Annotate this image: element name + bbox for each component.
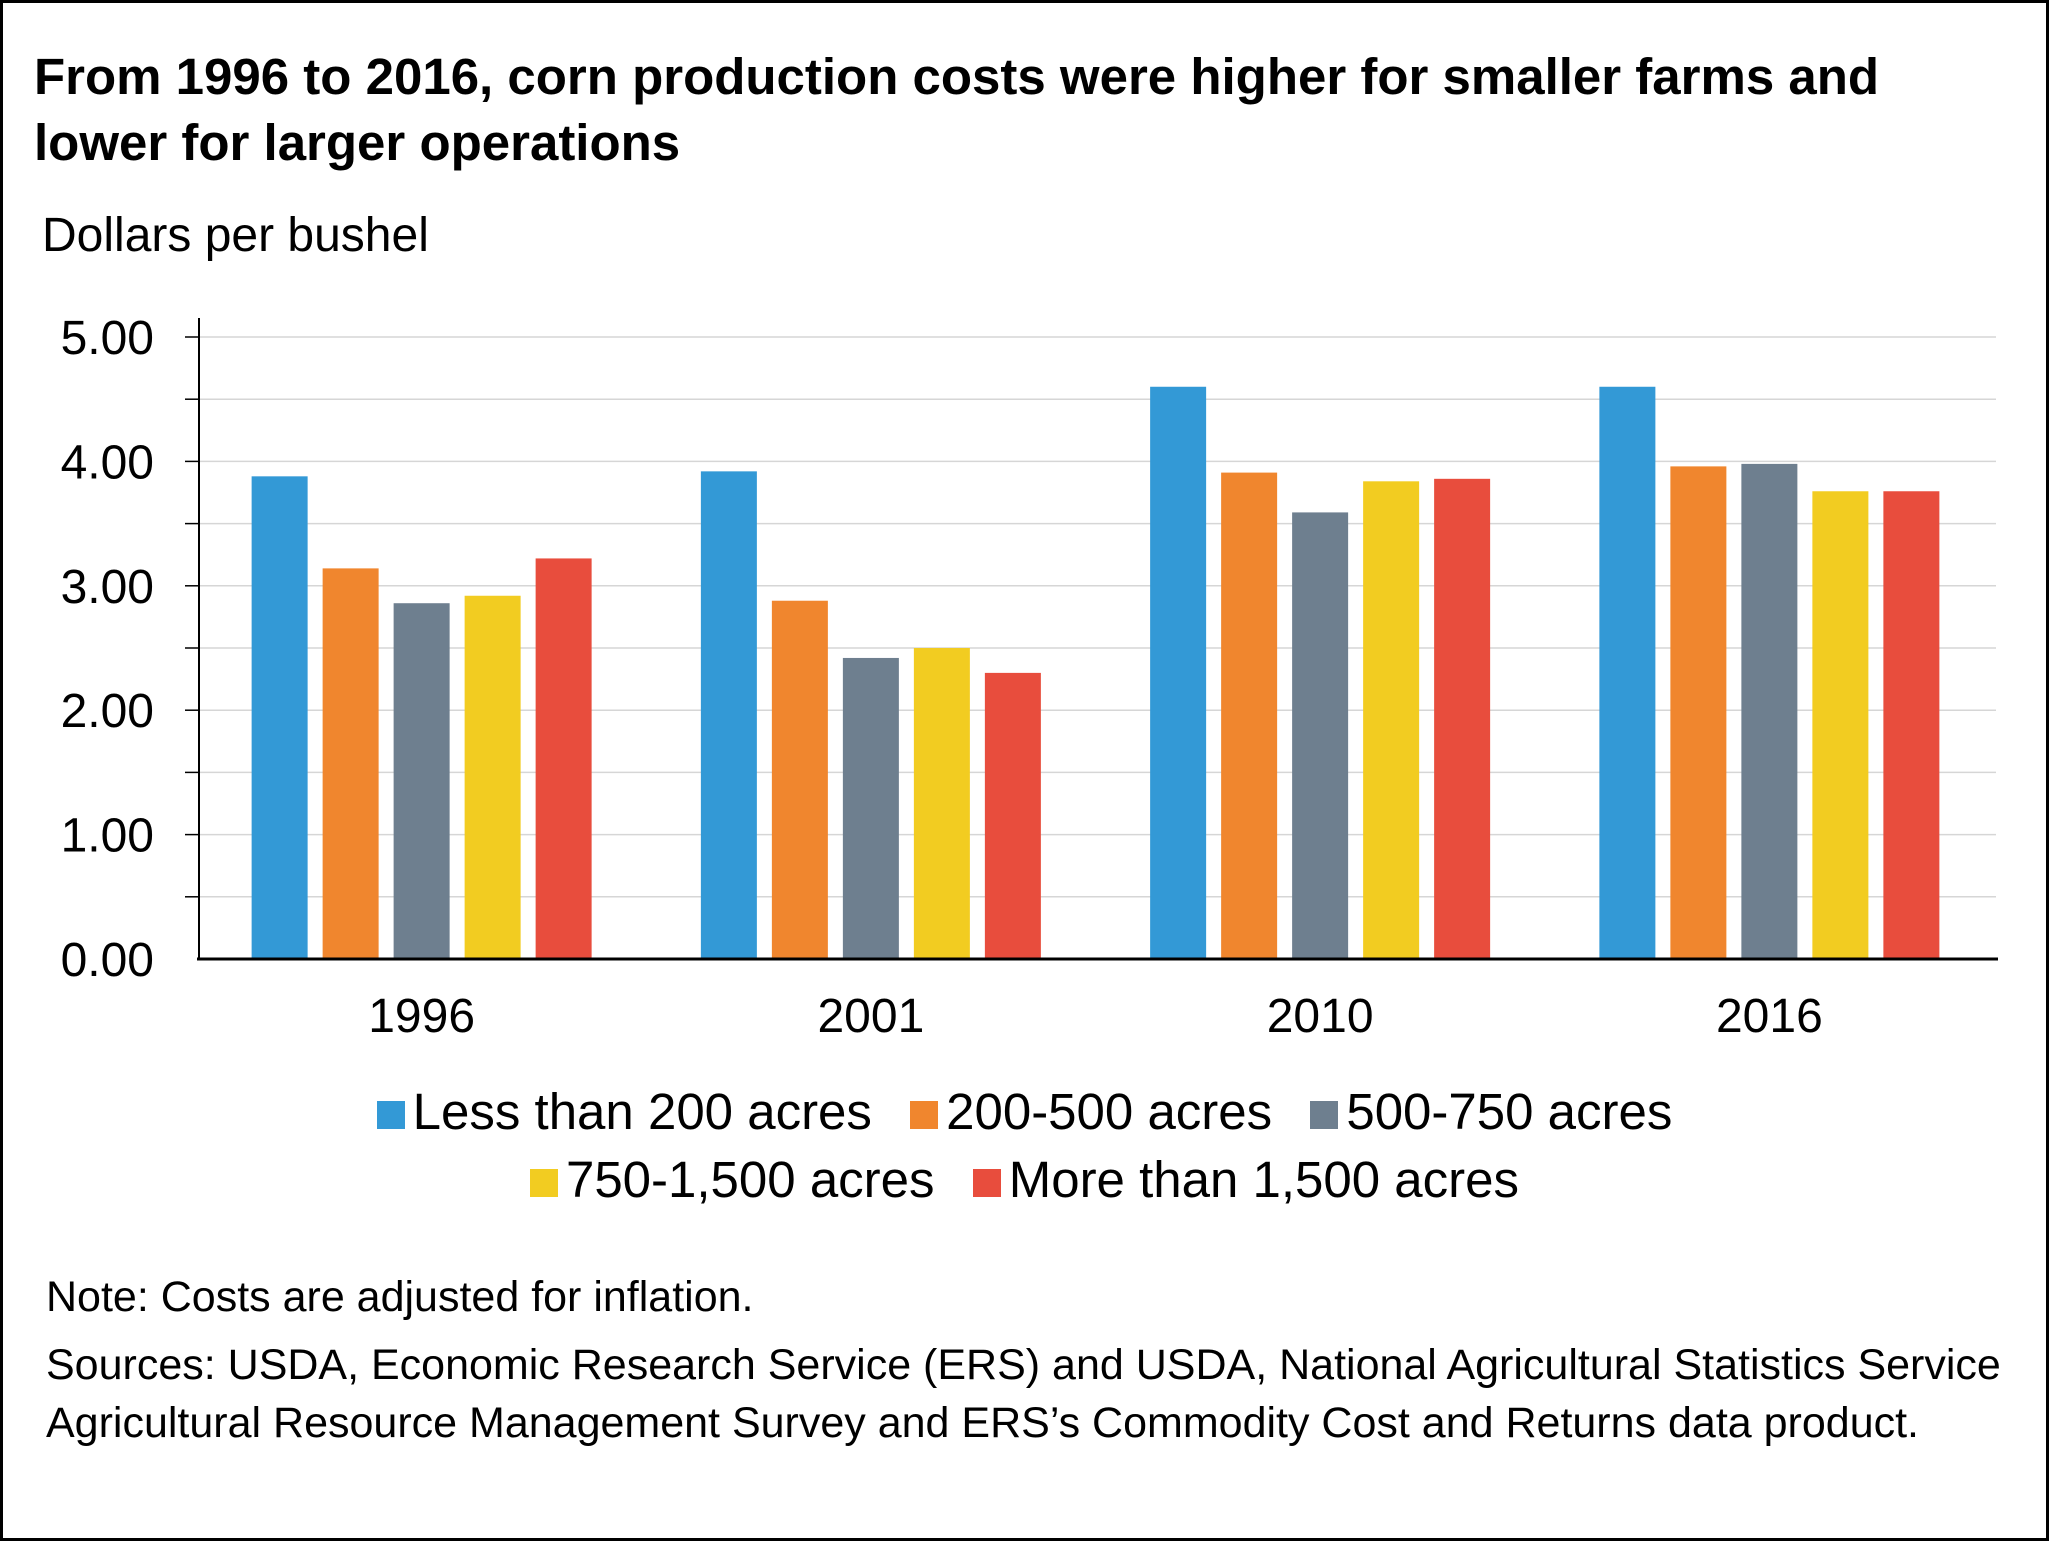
bar: [842, 657, 899, 959]
legend-swatch: [910, 1101, 939, 1129]
legend-label: 500-750 acres: [1346, 1083, 1673, 1140]
bar: [251, 476, 308, 959]
bar: [1599, 386, 1656, 959]
legend-swatch: [529, 1169, 558, 1197]
bar: [322, 568, 379, 959]
bar: [1812, 491, 1869, 959]
legend-row-1: Less than 200 acres 200-500 acres 500-75…: [0, 1078, 2049, 1146]
y-tick-label: 2.00: [61, 685, 154, 738]
y-tick-label: 3.00: [61, 561, 154, 614]
legend-swatch: [376, 1101, 405, 1129]
legend-item-more-than-1500: More than 1,500 acres: [972, 1146, 1520, 1214]
bar: [1292, 512, 1349, 959]
bar-chart: 0.00 1.00 2.00 3.00 4.00 5.00 1996 2001 2010 201…: [61, 312, 1998, 1043]
bars: [251, 386, 1940, 959]
bar: [984, 672, 1041, 959]
legend-label: Less than 200 acres: [412, 1083, 872, 1140]
legend-item-500-750: 500-750 acres: [1310, 1078, 1672, 1146]
x-tick-label: 2016: [1716, 990, 1823, 1043]
legend-label: 750-1,500 acres: [565, 1151, 935, 1208]
y-axis-ticks: 0.00 1.00 2.00 3.00 4.00 5.00: [61, 312, 154, 987]
bar: [1670, 466, 1727, 959]
bar: [1434, 478, 1491, 959]
legend-item-less-than-200: Less than 200 acres: [376, 1078, 872, 1146]
x-tick-label: 2001: [817, 990, 924, 1043]
chart-title: From 1996 to 2016, corn production costs…: [34, 48, 1880, 171]
legend-label: 200-500 acres: [946, 1083, 1273, 1140]
y-tick-label: 0.00: [61, 934, 154, 987]
y-tick-label: 5.00: [61, 312, 154, 365]
bar: [771, 600, 828, 959]
axes: [197, 318, 1998, 961]
x-tick-label: 1996: [368, 990, 475, 1043]
legend-item-200-500: 200-500 acres: [910, 1078, 1272, 1146]
bar: [1363, 481, 1420, 959]
y-tick-label: 1.00: [61, 810, 154, 863]
bar: [1883, 491, 1940, 959]
legend-swatch: [1310, 1101, 1339, 1129]
legend: Less than 200 acres 200-500 acres 500-75…: [0, 1078, 2049, 1214]
note-text: Note: Costs are adjusted for inflation.: [46, 1273, 754, 1321]
legend-label: More than 1,500 acres: [1008, 1151, 1520, 1208]
x-tick-label: 2010: [1267, 990, 1374, 1043]
notes: Note: Costs are adjusted for inflation. …: [46, 1268, 2036, 1452]
bar: [1741, 463, 1798, 959]
bar: [1150, 386, 1207, 959]
bar: [393, 603, 450, 959]
bar: [535, 558, 592, 959]
bar: [464, 595, 521, 959]
x-axis-ticks: 1996 2001 2010 2016: [368, 990, 1823, 1043]
bar: [700, 471, 757, 959]
legend-row-2: 750-1,500 acres More than 1,500 acres: [0, 1146, 2049, 1214]
y-axis-label: Dollars per bushel: [42, 209, 429, 262]
y-tick-label: 4.00: [61, 436, 154, 489]
bar: [913, 648, 970, 959]
bar: [1221, 472, 1278, 959]
sources-text: Sources: USDA, Economic Research Service…: [46, 1341, 2001, 1447]
legend-swatch: [972, 1169, 1001, 1197]
legend-item-750-1500: 750-1,500 acres: [529, 1146, 935, 1214]
